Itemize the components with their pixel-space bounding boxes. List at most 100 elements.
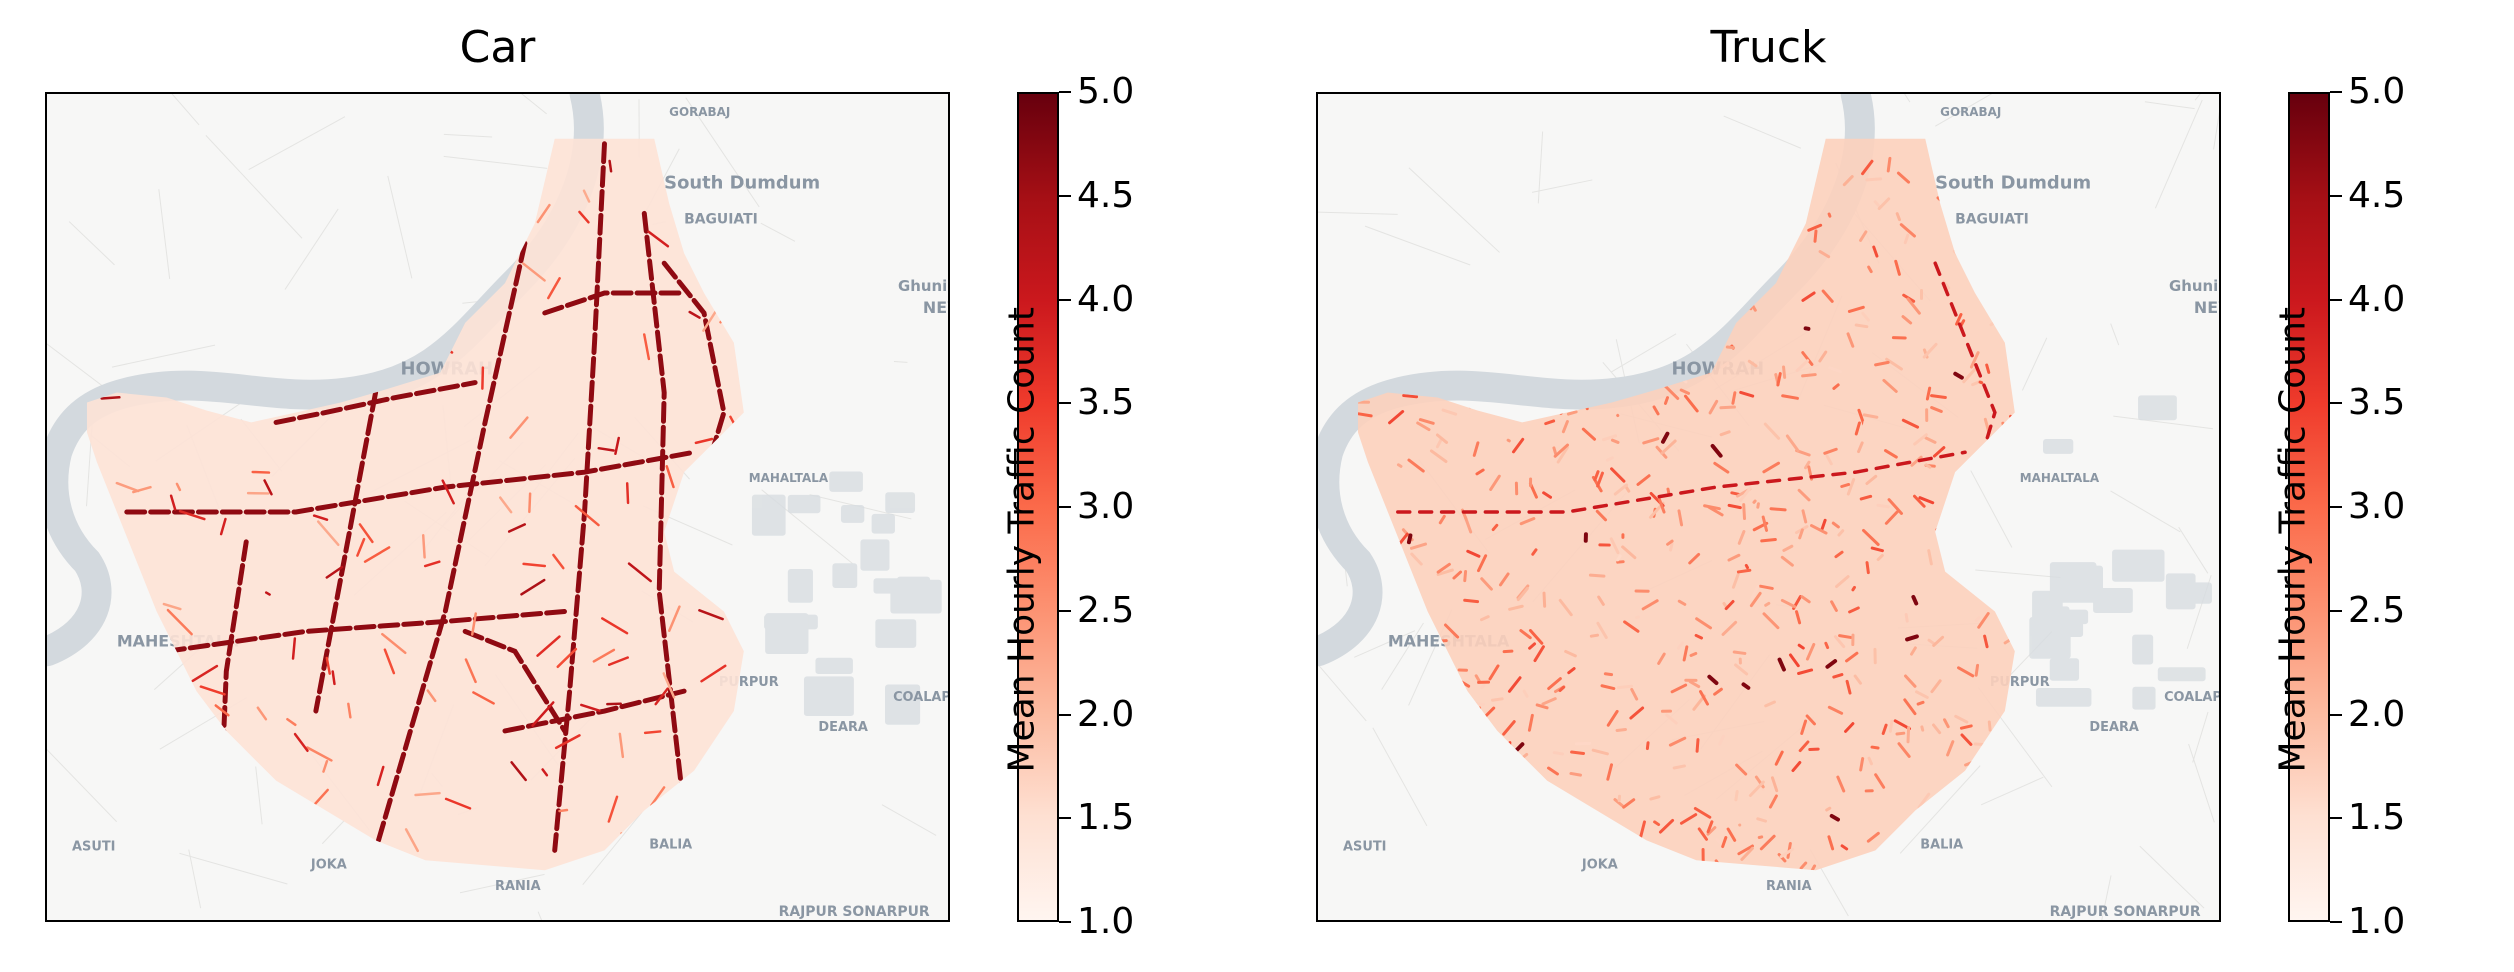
traffic-segment [1630, 303, 1636, 311]
traffic-segment [1742, 503, 1746, 521]
traffic-road-high [502, 688, 687, 734]
colorbar-tick-mark [1059, 506, 1071, 508]
traffic-segment [132, 485, 152, 494]
traffic-segment [1596, 210, 1608, 217]
traffic-segment [1552, 446, 1558, 457]
traffic-segment [1477, 554, 1488, 573]
traffic-segment [1762, 461, 1780, 474]
traffic-segment [1472, 441, 1480, 457]
traffic-segment [1437, 157, 1444, 167]
traffic-segment [1865, 561, 1870, 575]
traffic-segment [1862, 420, 1867, 431]
traffic-segment [1521, 222, 1527, 238]
traffic-segment [1553, 443, 1569, 458]
traffic-segment-high [1543, 152, 1549, 166]
traffic-segment [2030, 406, 2034, 417]
traffic-segment [358, 523, 374, 544]
traffic-segment [1739, 390, 1755, 398]
traffic-segment [1468, 793, 1483, 804]
traffic-segment [1893, 719, 1911, 731]
traffic-segment [711, 545, 732, 572]
traffic-segment [1437, 823, 1444, 830]
traffic-segment [1838, 634, 1853, 639]
traffic-segment [1622, 798, 1636, 809]
traffic-segment [1499, 264, 1505, 274]
traffic-segment [1748, 780, 1765, 797]
traffic-segment [1930, 394, 1947, 400]
traffic-segment [1724, 600, 1735, 611]
traffic-segment [2026, 856, 2030, 862]
traffic-segment [1744, 563, 1749, 570]
colorbar-tick-mark [2330, 817, 2342, 820]
traffic-segment [1518, 138, 1525, 142]
traffic-segment [643, 730, 662, 735]
traffic-segment [1466, 549, 1481, 558]
basemap-street [111, 344, 216, 368]
traffic-segment [213, 745, 221, 759]
traffic-segment [1676, 641, 1684, 650]
traffic-segment [441, 479, 455, 505]
traffic-segment [1481, 253, 1495, 259]
traffic-segment [1874, 773, 1886, 789]
traffic-segment [1377, 286, 1386, 293]
wetland-patch [829, 471, 863, 492]
colorbar-tick-label: 5.0 [1077, 71, 1135, 112]
traffic-segment [1818, 350, 1828, 363]
traffic-segment [1887, 498, 1904, 515]
basemap-street [1723, 115, 1802, 149]
traffic-segment [510, 761, 527, 782]
traffic-segment [1457, 341, 1466, 353]
traffic-segment [1703, 504, 1721, 511]
traffic-segment-high [1710, 443, 1723, 458]
traffic-segment [1398, 659, 1406, 668]
traffic-segment [556, 647, 578, 669]
traffic-segment [1894, 259, 1901, 276]
traffic-segment [109, 596, 132, 613]
traffic-segment [1737, 274, 1749, 281]
traffic-segment [198, 791, 203, 807]
basemap-street [760, 222, 796, 242]
traffic-segment [1910, 455, 1923, 467]
traffic-segment [1435, 438, 1443, 449]
traffic-segment [1888, 719, 1894, 733]
traffic-segment [1736, 568, 1752, 574]
traffic-segment [1884, 510, 1899, 525]
place-label: ASUTI [72, 839, 115, 854]
place-label: BAGUIATI [1955, 211, 2029, 227]
traffic-segment [1737, 529, 1746, 545]
traffic-segment [1519, 629, 1532, 640]
traffic-segment [191, 664, 219, 683]
traffic-segment [1432, 796, 1438, 812]
traffic-segment [1654, 320, 1660, 335]
traffic-segment [1832, 673, 1844, 679]
wetland-patch [815, 657, 853, 675]
traffic-segment [414, 791, 441, 797]
traffic-segment [1633, 257, 1652, 274]
traffic-segment [1572, 373, 1590, 382]
traffic-segment [1930, 406, 1943, 413]
place-label: DEARA [2089, 720, 2139, 735]
traffic-segment [1430, 324, 1441, 329]
colorbar-tick-label: 1.0 [1077, 901, 1135, 942]
traffic-segment [1739, 486, 1752, 502]
traffic-segment [1664, 143, 1678, 151]
traffic-segment [1902, 859, 1910, 866]
traffic-segment [1400, 798, 1415, 804]
traffic-segment [1695, 297, 1699, 304]
basemap-street [188, 849, 202, 909]
traffic-segment [1396, 570, 1404, 587]
traffic-segment [1665, 713, 1678, 725]
traffic-segment [1511, 437, 1525, 454]
traffic-segment [1597, 150, 1613, 156]
traffic-segment [1704, 138, 1713, 139]
traffic-segment [1903, 698, 1917, 716]
traffic-segment [1925, 386, 1932, 401]
traffic-segment [1474, 674, 1482, 684]
traffic-segment [1429, 449, 1448, 464]
traffic-segment [131, 715, 145, 727]
traffic-segment [433, 296, 458, 304]
place-label: BALIA [649, 837, 692, 852]
wetland-patch [787, 494, 821, 514]
traffic-segment [1410, 552, 1423, 566]
traffic-segment [1506, 438, 1511, 443]
